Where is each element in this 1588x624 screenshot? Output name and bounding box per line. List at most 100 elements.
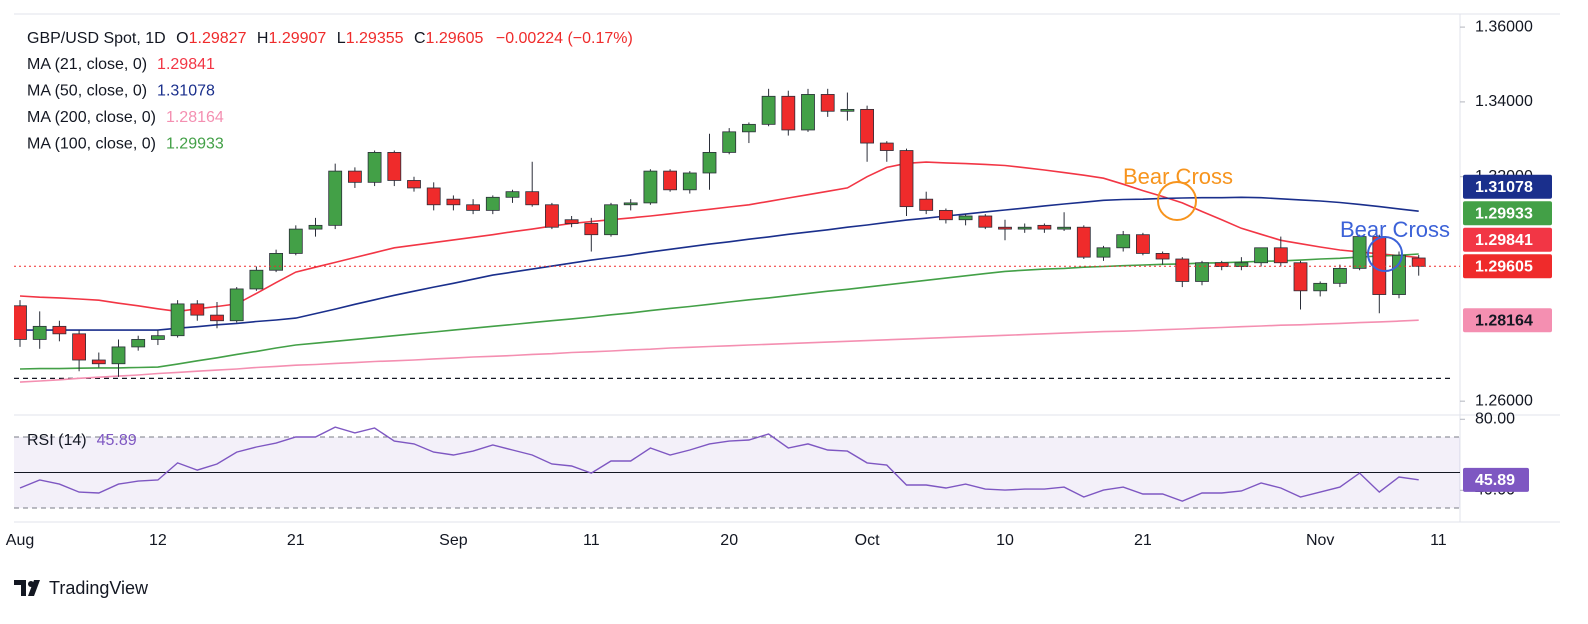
rsi-line xyxy=(19,426,1419,502)
ohlc-letter: L xyxy=(337,30,346,47)
price-pane: Bear Cross Bear Cross xyxy=(14,88,1460,383)
legend-value: 1.29841 xyxy=(157,56,215,73)
candle-body xyxy=(525,191,540,206)
rsi-tag xyxy=(1463,467,1529,492)
price-tag xyxy=(1463,174,1552,199)
candle-body xyxy=(52,325,67,335)
ma-line xyxy=(19,161,1419,313)
price-tag-label: 1.29841 xyxy=(1475,232,1533,249)
legend-name: MA (100, close, 0) xyxy=(27,136,156,153)
rsi-name: RSI (14) xyxy=(27,432,87,449)
legend-entry: MA (21, close, 0) 1.29841 xyxy=(27,56,215,73)
candle-body xyxy=(387,152,402,181)
candle-body xyxy=(72,333,86,361)
annotation-text: Bear Cross xyxy=(1123,164,1233,189)
candle-body xyxy=(249,269,264,290)
candle-body xyxy=(1017,226,1032,230)
x-tick-label: 21 xyxy=(1134,532,1152,549)
candle-body xyxy=(91,359,106,365)
candle-body xyxy=(702,152,717,174)
candle-body xyxy=(1392,254,1406,295)
brand: TradingView xyxy=(49,578,149,598)
ma-line xyxy=(20,196,1419,331)
annotation-circle xyxy=(1367,236,1403,272)
candle-body xyxy=(14,305,27,340)
x-tick-label: 10 xyxy=(996,532,1014,549)
x-tick-label: Oct xyxy=(855,532,880,549)
candle-body xyxy=(446,198,461,206)
candle-body xyxy=(210,314,224,322)
candle-body xyxy=(1037,224,1052,230)
symbol-title: GBP/USD Spot, 1D xyxy=(27,30,166,47)
candle-body xyxy=(328,170,343,226)
candle-body xyxy=(1313,282,1328,292)
y-tick-label: 1.34000 xyxy=(1475,93,1533,110)
rsi-legend: RSI (14) 45.89 xyxy=(27,432,137,449)
candle-body xyxy=(170,303,185,337)
candle-body xyxy=(820,94,835,112)
candle-body xyxy=(1195,262,1209,282)
legend-value: 1.29933 xyxy=(166,136,224,153)
ohlc-letter: O xyxy=(176,30,188,47)
footer: TradingView xyxy=(14,578,149,598)
annotation-text: Bear Cross xyxy=(1340,217,1450,242)
candle-body xyxy=(131,339,146,348)
candle-body xyxy=(564,219,579,224)
ma-line xyxy=(19,319,1419,383)
candle-body xyxy=(288,228,303,254)
candle-body xyxy=(919,198,934,211)
ohlc-letter: C xyxy=(414,30,426,47)
candle-body xyxy=(367,152,382,183)
legend-name: MA (50, close, 0) xyxy=(27,83,147,100)
candle-body xyxy=(899,150,914,208)
legend-entry: MA (50, close, 0) 1.31078 xyxy=(27,83,215,100)
price-tag-label: 1.29605 xyxy=(1475,259,1533,276)
legend-name: MA (200, close, 0) xyxy=(27,109,156,126)
candle-body xyxy=(682,172,697,191)
candle-body xyxy=(545,204,559,228)
candle-body xyxy=(998,226,1012,230)
candle-body xyxy=(958,215,973,221)
price-tags: 1.29605 1.29841 1.31078 1.28164 1.29933 45.89 xyxy=(1463,174,1552,492)
x-tick-label: Nov xyxy=(1306,532,1334,549)
ohlc-value: 1.29605 xyxy=(426,30,484,47)
candle-body xyxy=(722,131,737,153)
y-tick-label: 1.36000 xyxy=(1475,18,1533,35)
candle-body xyxy=(1136,234,1150,254)
x-tick-label: 20 xyxy=(720,532,738,549)
x-tick-label: Sep xyxy=(439,532,468,549)
price-tag-label: 1.31078 xyxy=(1475,179,1533,196)
rsi-tag-label: 45.89 xyxy=(1475,472,1515,489)
candle-body xyxy=(761,95,776,125)
ohlc-letter: H xyxy=(257,30,269,47)
candle-body xyxy=(1411,257,1426,267)
candle-body xyxy=(1372,236,1387,295)
candle-body xyxy=(663,170,677,191)
price-tag xyxy=(1463,254,1552,279)
candle-body xyxy=(1273,247,1288,264)
candle-body xyxy=(1175,258,1190,282)
candle-body xyxy=(801,94,815,131)
candle-body xyxy=(584,223,599,236)
candle-body xyxy=(1057,226,1071,230)
price-tag-label: 1.28164 xyxy=(1475,312,1533,329)
y-tick-label: 1.26000 xyxy=(1475,392,1533,409)
candle-body xyxy=(643,170,658,204)
candle-body xyxy=(347,170,362,183)
x-tick-label: Aug xyxy=(6,532,34,549)
candle-body xyxy=(879,142,894,151)
header-line: GBP/USD Spot, 1D O1.29827 H1.29907 L1.29… xyxy=(27,30,633,47)
price-tag xyxy=(1463,227,1552,252)
candle-body xyxy=(939,209,953,221)
candle-body xyxy=(485,196,500,211)
legend-entry: MA (200, close, 0) 1.28164 xyxy=(27,109,224,126)
candle-body xyxy=(150,335,165,340)
candle-body xyxy=(1333,267,1347,284)
legend-value: 1.28164 xyxy=(166,109,224,126)
x-tick-label: 11 xyxy=(1430,532,1447,549)
candle-body xyxy=(466,204,481,211)
candle-body xyxy=(1076,226,1091,258)
axes: 1.260001.320001.340001.36000Aug1221Sep11… xyxy=(6,18,1533,549)
candle-body xyxy=(269,253,284,271)
